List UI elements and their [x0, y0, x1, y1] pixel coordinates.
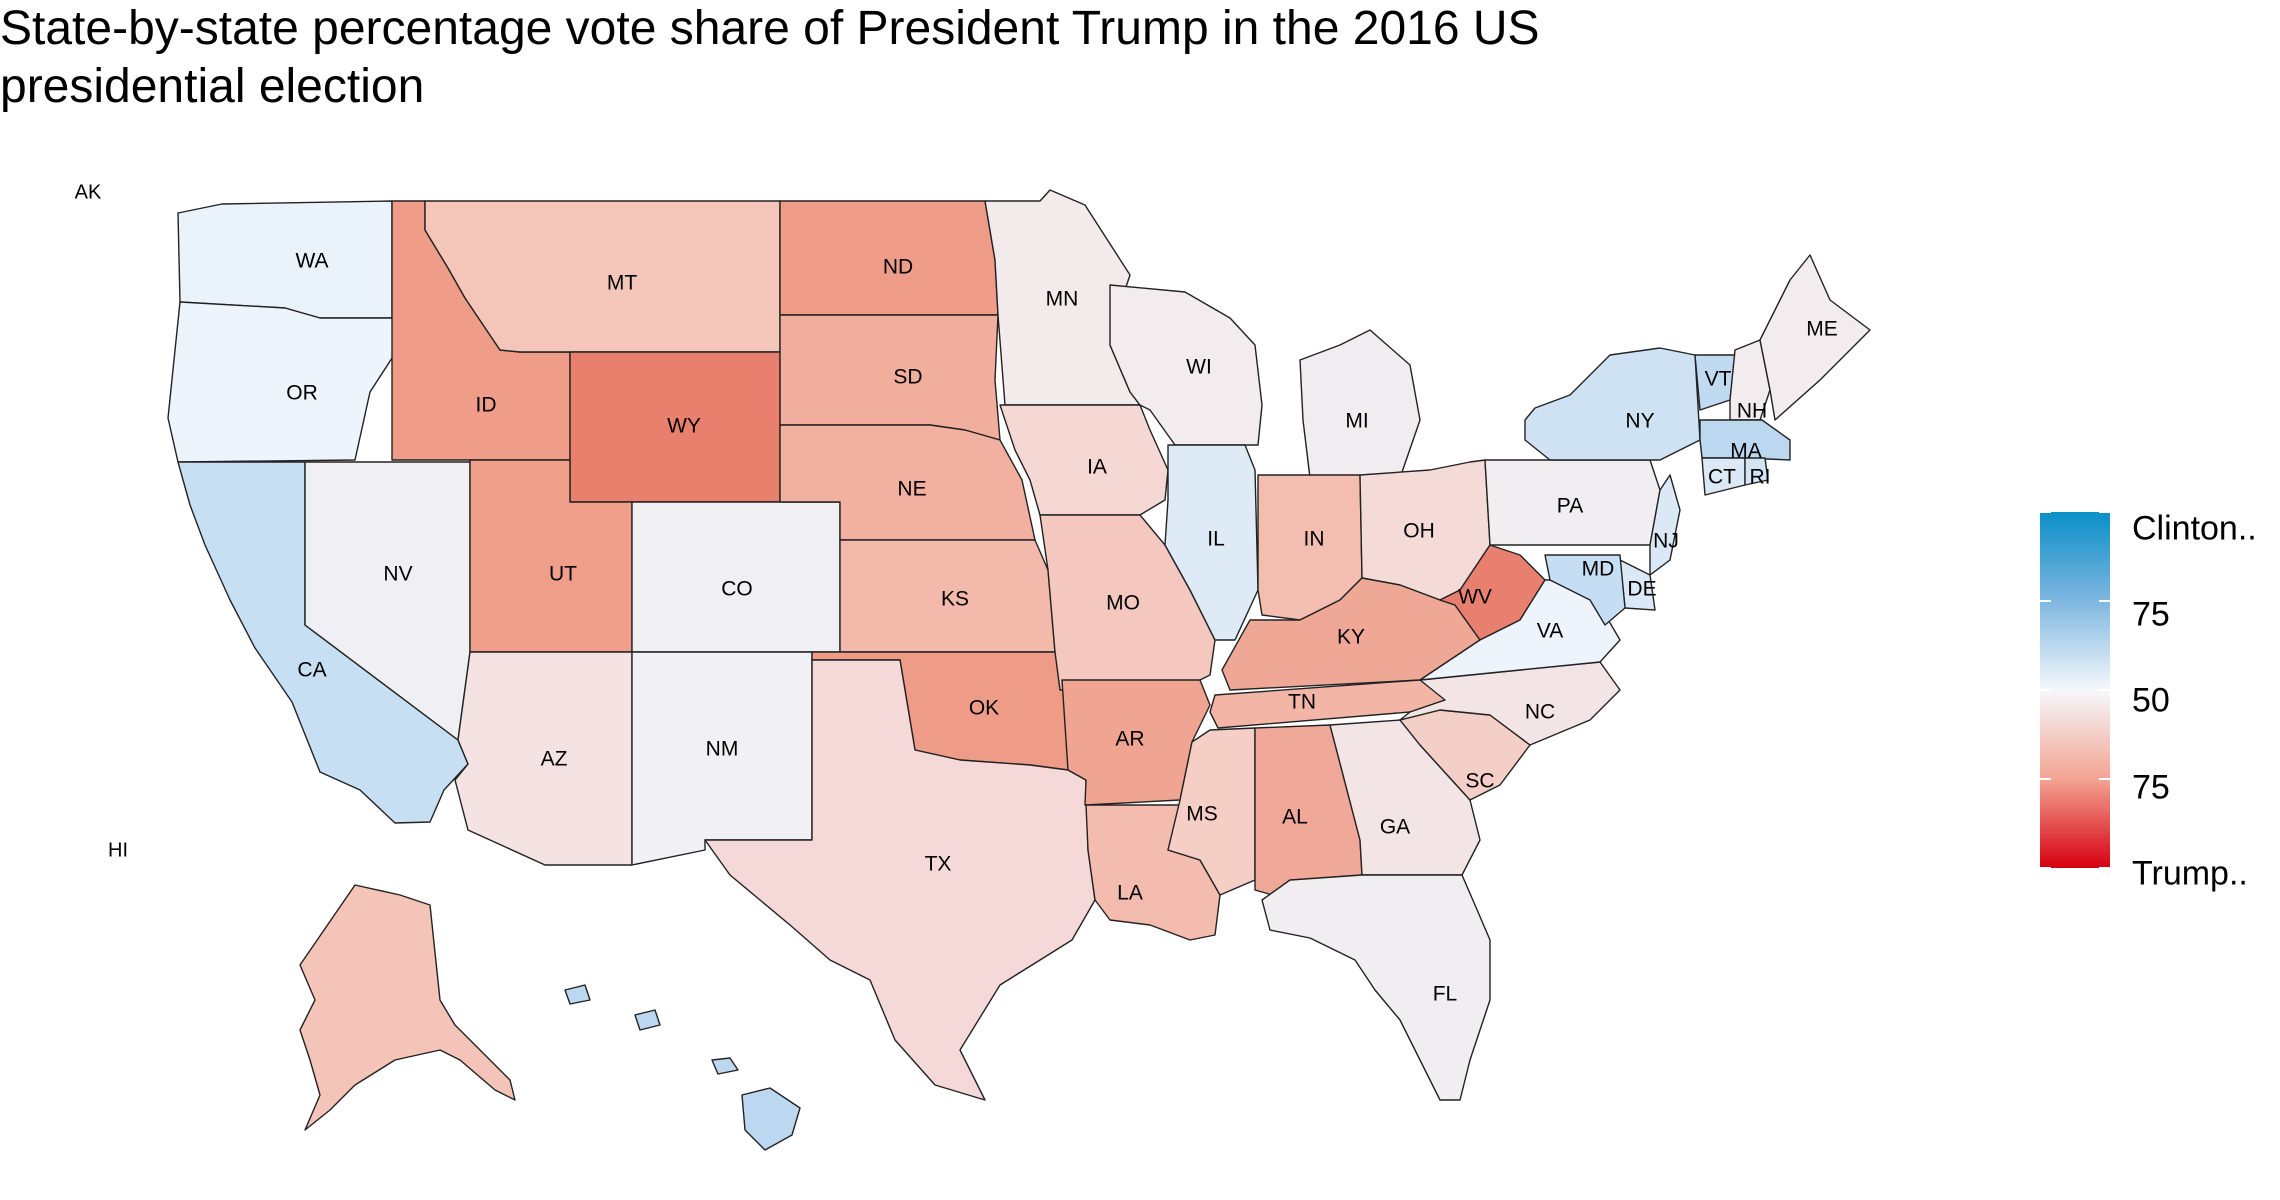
state-ri — [1744, 457, 1769, 486]
state-nj — [1649, 474, 1681, 576]
alaska-corner-label: AK — [75, 181, 102, 203]
state-hi — [564, 984, 801, 1151]
state-label-de: DE — [1627, 578, 1656, 601]
state-label-nj: NJ — [1653, 530, 1679, 553]
state-label-id: ID — [476, 394, 497, 417]
state-label-vt: VT — [1705, 368, 1732, 391]
state-label-az: AZ — [541, 748, 568, 771]
labels-layer: WA OR CA ID NV MT WY UT AZ CO NM ND SD NE KS OK TX MN IA MO… — [286, 250, 1838, 1006]
state-label-wi: WI — [1186, 356, 1212, 379]
state-label-il: IL — [1207, 528, 1225, 551]
state-label-sd: SD — [893, 366, 922, 389]
legend-label-clinton: Clinton.. — [2132, 509, 2257, 548]
state-label-md: MD — [1582, 558, 1615, 581]
state-ny — [1524, 347, 1701, 461]
state-label-ct: CT — [1708, 466, 1736, 489]
state-or — [167, 301, 397, 463]
hawaii-corner-label: HI — [108, 839, 128, 861]
state-label-mi: MI — [1345, 410, 1368, 433]
state-nc — [1399, 661, 1621, 746]
state-tx — [704, 659, 1096, 1101]
state-label-ar: AR — [1115, 728, 1144, 751]
state-label-nh: NH — [1737, 400, 1767, 423]
state-label-ia: IA — [1087, 456, 1107, 479]
state-label-me: ME — [1806, 318, 1838, 341]
legend-label-trump: Trump.. — [2132, 854, 2248, 893]
state-ne — [779, 424, 1036, 541]
state-label-tx: TX — [925, 853, 952, 876]
state-label-ms: MS — [1186, 803, 1218, 826]
state-label-in: IN — [1304, 528, 1325, 551]
state-mi — [1299, 329, 1421, 479]
state-label-ut: UT — [549, 563, 577, 586]
state-label-ga: GA — [1380, 816, 1410, 839]
state-label-mn: MN — [1046, 288, 1079, 311]
state-label-al: AL — [1282, 806, 1308, 829]
legend-label-lower: 75 — [2132, 768, 2170, 807]
state-label-or: OR — [286, 382, 318, 405]
state-label-mo: MO — [1106, 592, 1140, 615]
state-il — [1164, 444, 1259, 641]
state-me — [1759, 254, 1871, 421]
state-md — [1544, 554, 1626, 626]
state-label-nm: NM — [706, 738, 739, 761]
state-label-wv: WV — [1458, 586, 1492, 609]
state-ia — [999, 404, 1169, 516]
legend-gradient-bar — [2040, 511, 2110, 869]
legend-label-middle: 50 — [2132, 681, 2170, 720]
state-label-wa: WA — [295, 250, 328, 273]
state-label-ks: KS — [941, 588, 969, 611]
state-label-ri: RI — [1750, 466, 1771, 489]
state-mo — [1039, 514, 1216, 691]
state-label-ma: MA — [1730, 440, 1762, 463]
state-fl — [1261, 874, 1491, 1101]
state-label-ok: OK — [969, 697, 999, 720]
state-label-ne: NE — [897, 478, 926, 501]
legend-label-upper: 75 — [2132, 595, 2170, 634]
map-title: State-by-state percentage vote share of … — [0, 2, 1540, 113]
state-label-va: VA — [1537, 620, 1563, 643]
state-label-oh: OH — [1403, 520, 1435, 543]
state-label-sc: SC — [1465, 770, 1494, 793]
state-label-ca: CA — [297, 659, 326, 682]
state-ms — [1167, 727, 1256, 896]
state-label-la: LA — [1117, 882, 1143, 905]
state-label-nv: NV — [383, 563, 412, 586]
state-label-tn: TN — [1288, 691, 1316, 714]
state-label-pa: PA — [1557, 495, 1583, 518]
states-layer — [167, 189, 1871, 1151]
state-label-ny: NY — [1625, 410, 1654, 433]
state-label-co: CO — [721, 578, 753, 601]
state-ak — [299, 884, 516, 1131]
state-label-nc: NC — [1525, 701, 1555, 724]
state-label-fl: FL — [1433, 983, 1458, 1006]
state-label-mt: MT — [607, 272, 637, 295]
state-label-wy: WY — [667, 415, 701, 438]
state-sd — [779, 314, 1001, 441]
state-label-nd: ND — [883, 256, 913, 279]
state-wa — [177, 200, 393, 319]
state-label-ky: KY — [1337, 626, 1365, 649]
